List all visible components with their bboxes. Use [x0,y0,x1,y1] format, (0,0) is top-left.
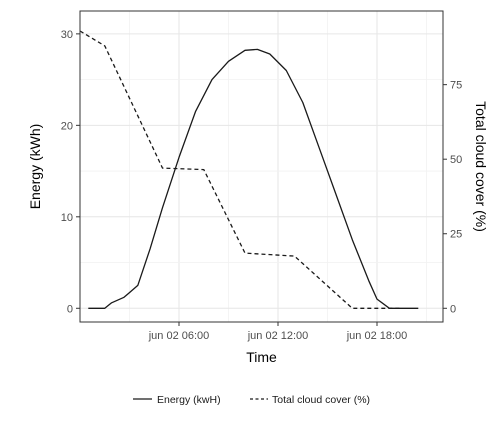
y-tick-label: 30 [61,29,73,41]
tick-labels: jun 02 06:00 jun 02 12:00 jun 02 18:00 0 10 2… [61,29,463,342]
series-energy-line [88,48,419,309]
y2-axis-title: Total cloud cover (%) [473,101,489,232]
axis-ticks [76,33,447,326]
y2-tick-label: 50 [450,154,462,166]
x-axis-title: Time [246,349,277,365]
x-tick-label: jun 02 12:00 [247,330,309,342]
series-group [79,30,419,309]
plot-panel-border [79,10,444,323]
grid [80,11,443,322]
y-tick-label: 10 [61,212,73,224]
y2-tick-label: 25 [450,229,462,241]
y2-tick-label: 75 [450,80,462,92]
y-tick-label: 20 [61,120,73,132]
y-axis-title: Energy (kWh) [27,124,43,210]
y-tick-label: 0 [67,303,73,315]
legend-label-energy: Energy (kwH) [157,394,221,406]
y2-tick-label: 0 [450,303,456,315]
legend: Energy (kwH) Total cloud cover (%) [133,394,370,406]
series-cloud-cover-line [79,30,402,309]
x-tick-label: jun 02 06:00 [148,330,210,342]
x-tick-label: jun 02 18:00 [346,330,408,342]
legend-label-cloud-cover: Total cloud cover (%) [272,394,370,406]
